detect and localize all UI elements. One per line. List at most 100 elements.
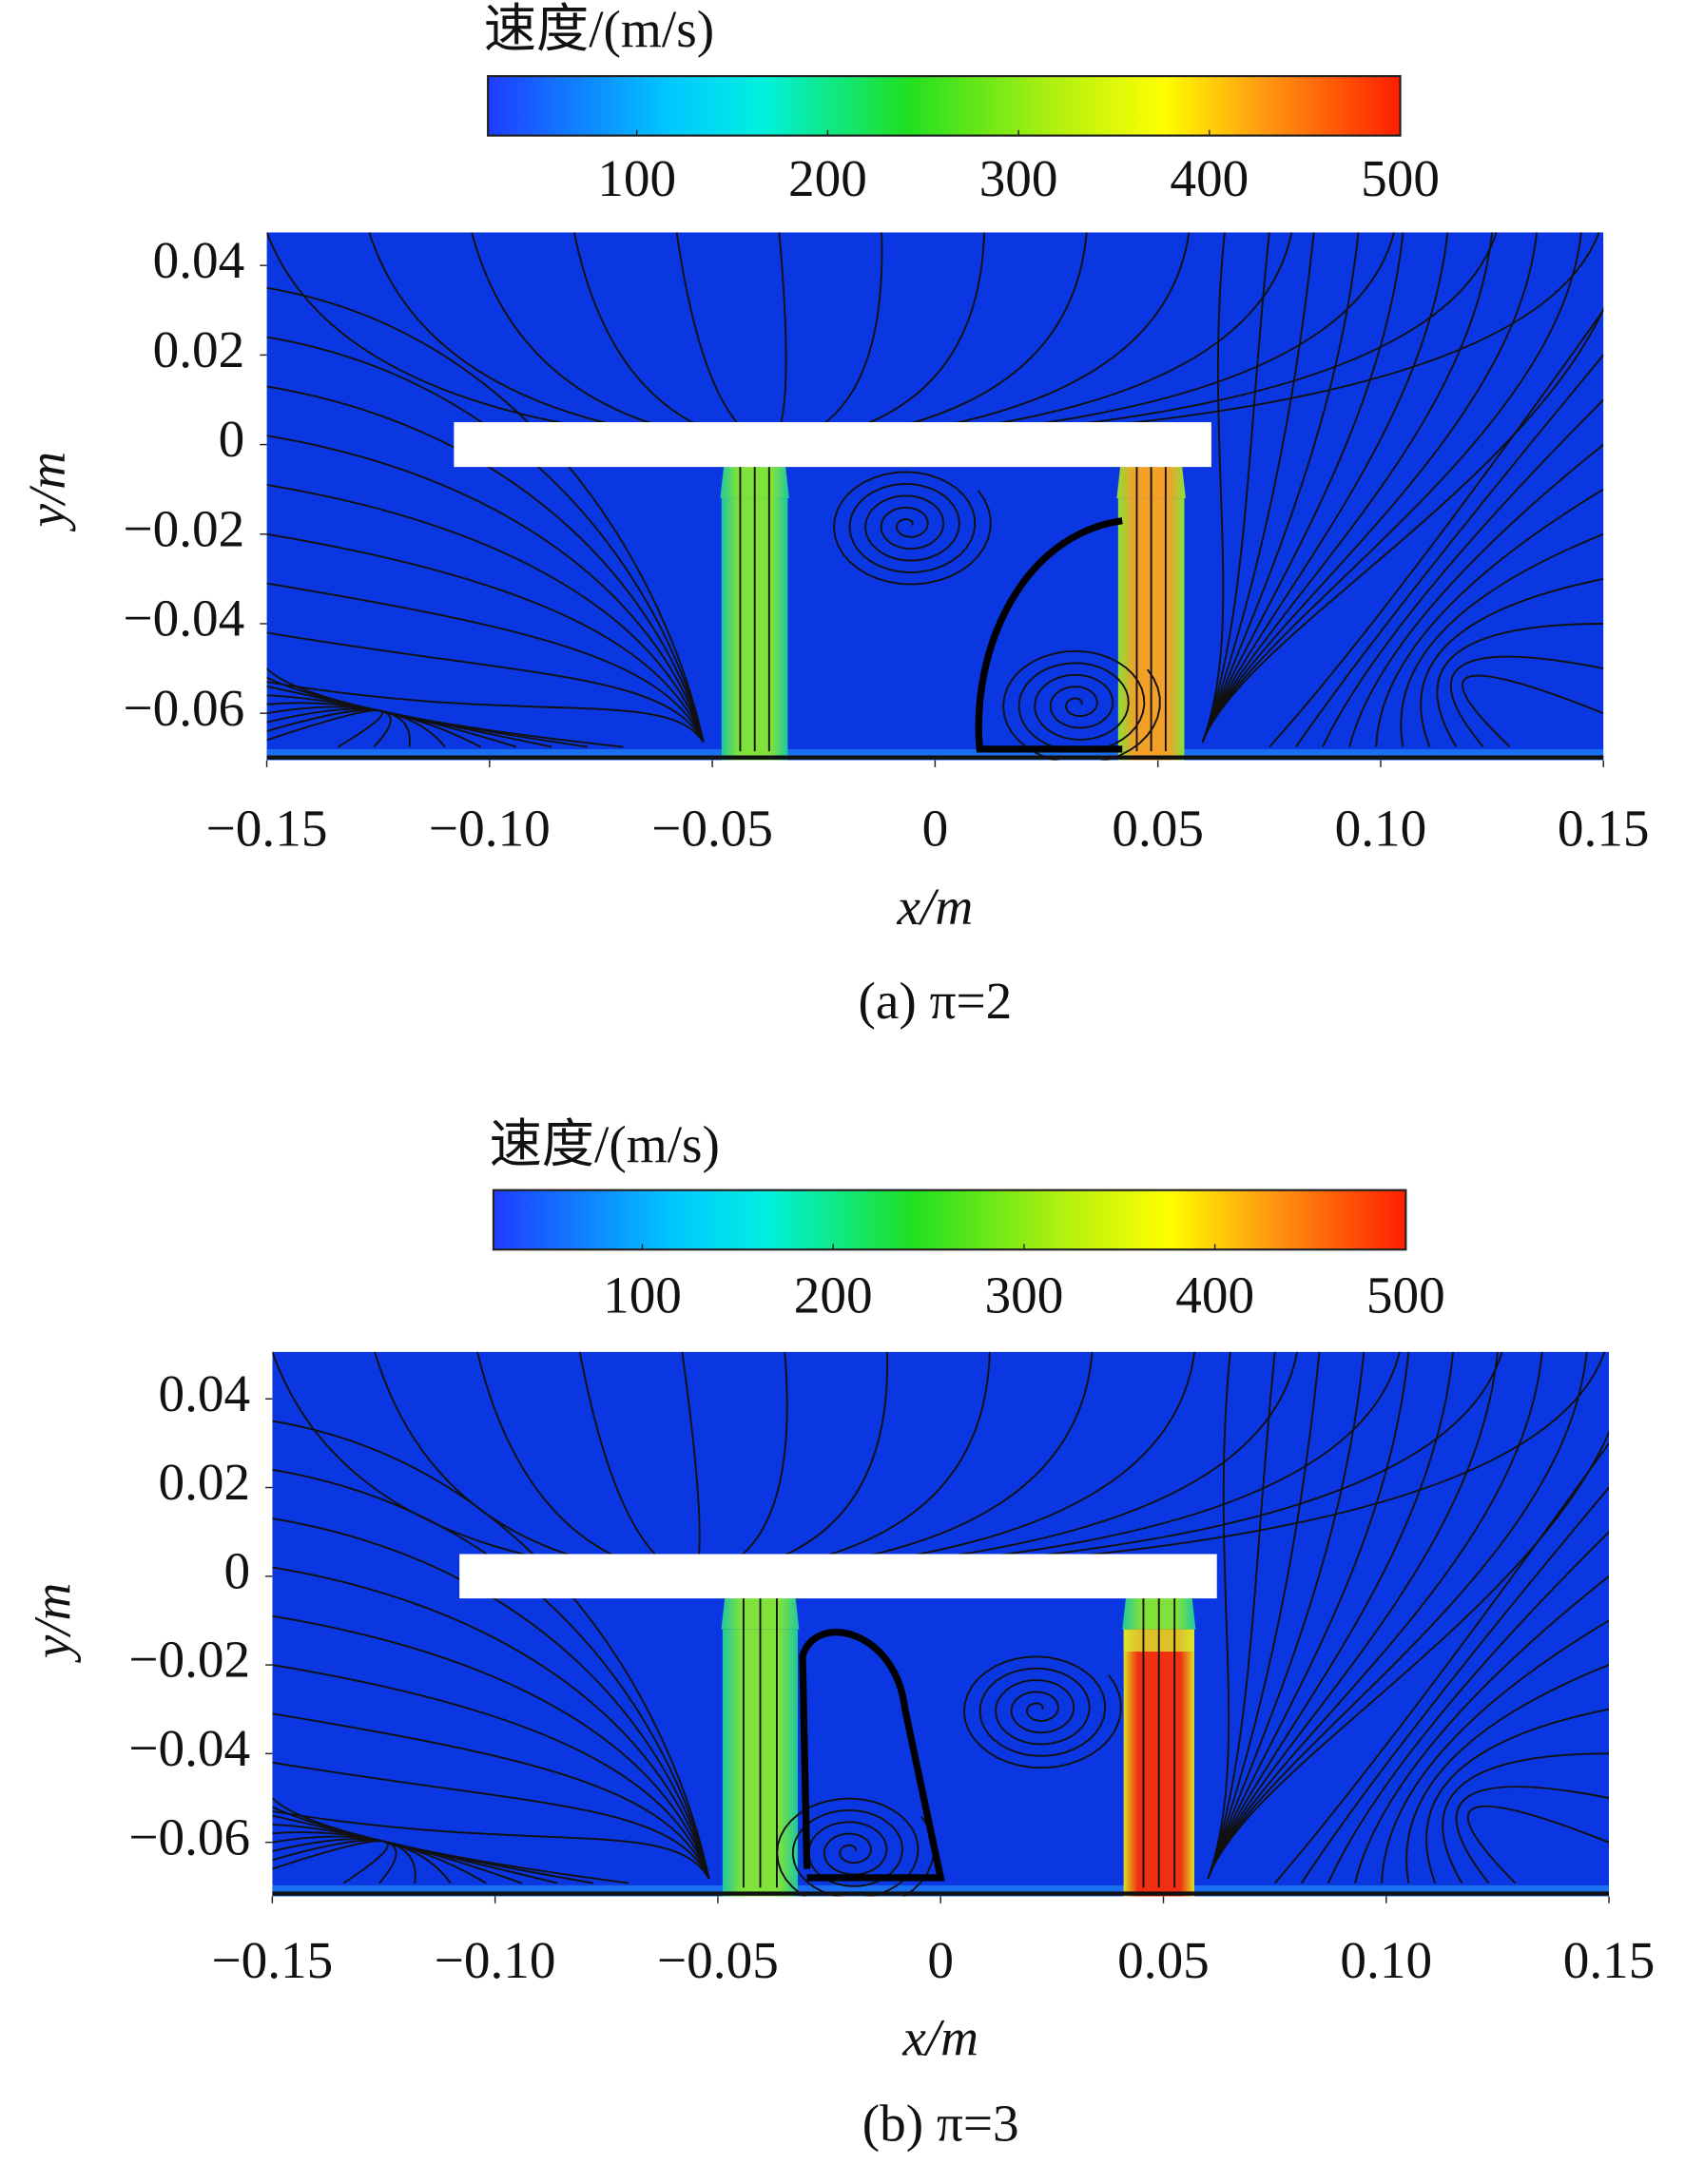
x-tick-label: −0.15 — [211, 1931, 333, 1989]
streamline — [1207, 1351, 1543, 1880]
y-axis-label: y/m — [24, 1583, 82, 1664]
colorbar-tick-label: 400 — [1170, 149, 1249, 207]
streamline — [1201, 232, 1315, 744]
vortex-streamline — [833, 471, 992, 586]
streamline — [1207, 1351, 1365, 1880]
streamline — [1207, 1351, 1321, 1880]
y-tick-label: −0.06 — [128, 1807, 250, 1865]
streamline — [272, 1420, 710, 1880]
colorbar — [487, 74, 1402, 137]
streamline — [266, 681, 705, 744]
streamline — [266, 483, 705, 744]
streamline — [1207, 1351, 1499, 1880]
streamline — [1201, 232, 1270, 744]
streamline — [1201, 232, 1226, 744]
streamline — [1207, 1351, 1588, 1880]
streamline — [272, 1664, 710, 1880]
colorbar-tick-label: 500 — [1361, 149, 1440, 207]
field-background — [266, 232, 1604, 761]
streamline — [1455, 1786, 1610, 1884]
x-axis-label: x/m — [897, 878, 974, 936]
streamline — [1201, 232, 1494, 744]
y-tick-label: −0.02 — [124, 499, 245, 557]
wall-layer — [266, 748, 1604, 761]
streamline — [1420, 577, 1604, 747]
streamline — [1201, 232, 1538, 744]
colorbar-title: 速度/(m/s) — [484, 0, 714, 58]
y-tick-label: −0.04 — [128, 1719, 250, 1777]
streamline — [272, 1566, 710, 1880]
streamline — [272, 1517, 710, 1880]
colorbar-tick-label: 100 — [597, 149, 676, 207]
x-tick-label: 0.10 — [1335, 799, 1427, 857]
streamline — [266, 631, 705, 744]
caption: (b) π=3 — [862, 2094, 1019, 2152]
streamline — [1207, 1429, 1610, 1880]
streamline — [1201, 232, 1404, 744]
x-tick-label: 0.15 — [1563, 1931, 1656, 1989]
x-tick-label: −0.15 — [206, 799, 328, 857]
y-tick-label: 0.04 — [153, 231, 245, 289]
streamline — [272, 1761, 710, 1880]
x-tick-label: −0.10 — [435, 1931, 556, 1989]
streamline — [266, 336, 705, 743]
streamline — [1269, 309, 1604, 748]
streamline — [266, 286, 705, 743]
streamline — [1381, 1619, 1610, 1884]
colorbar-tick-label: 200 — [794, 1266, 873, 1324]
streamline — [1449, 655, 1604, 748]
x-tick-label: −0.05 — [657, 1931, 779, 1989]
x-tick-label: 0.05 — [1117, 1931, 1210, 1989]
y-tick-label: 0 — [219, 410, 245, 468]
colorbar-tick-label: 300 — [979, 149, 1058, 207]
y-tick-label: −0.02 — [128, 1631, 250, 1689]
wall-layer — [272, 1884, 1610, 1897]
streamline — [1207, 1351, 1276, 1880]
streamline — [1201, 306, 1604, 744]
streamline — [1327, 1531, 1610, 1884]
separation-streamline — [799, 1629, 945, 1882]
y-tick-label: 0 — [224, 1541, 251, 1599]
streamline — [272, 1840, 389, 1884]
colorbar-tick-label: 300 — [985, 1266, 1064, 1324]
streamline — [272, 1712, 710, 1880]
streamline — [1436, 623, 1604, 748]
streamline — [1375, 488, 1604, 747]
y-tick-label: −0.04 — [124, 589, 245, 647]
streamline — [1207, 1351, 1455, 1880]
colorbar-tick-label: 200 — [788, 149, 867, 207]
x-axis-label: x/m — [901, 2008, 978, 2066]
colorbar-tick-label: 100 — [603, 1266, 682, 1324]
streamline — [1405, 1664, 1610, 1884]
caption: (a) π=2 — [859, 972, 1013, 1030]
streamline — [266, 385, 705, 743]
streamline — [266, 532, 705, 744]
x-tick-label: 0 — [927, 1931, 954, 1989]
vortex-streamline — [962, 1655, 1122, 1769]
streamline — [1207, 1351, 1410, 1880]
vortex-streamline — [1002, 649, 1161, 761]
streamline — [272, 1614, 710, 1880]
streamline — [1466, 1805, 1610, 1884]
separation-streamline — [975, 517, 1123, 753]
streamline — [272, 1810, 710, 1880]
streamline — [1300, 1486, 1610, 1884]
streamline — [1201, 232, 1360, 744]
streamline — [1201, 232, 1582, 744]
flow-field — [266, 232, 1604, 761]
streamline — [266, 582, 705, 744]
streamline — [1201, 232, 1449, 744]
x-tick-label: 0 — [922, 799, 949, 857]
field-background — [272, 1351, 1610, 1897]
colorbar-tick-label: 500 — [1366, 1266, 1445, 1324]
flow-field — [272, 1351, 1610, 1897]
streamline — [266, 709, 383, 748]
streamline — [1425, 1708, 1610, 1884]
colorbar-tick-label: 400 — [1175, 1266, 1254, 1324]
streamline — [1400, 532, 1604, 747]
streamline — [1322, 398, 1604, 747]
y-tick-label: −0.06 — [124, 679, 245, 737]
x-tick-label: 0.10 — [1340, 1931, 1432, 1989]
y-tick-label: 0.02 — [158, 1453, 250, 1511]
